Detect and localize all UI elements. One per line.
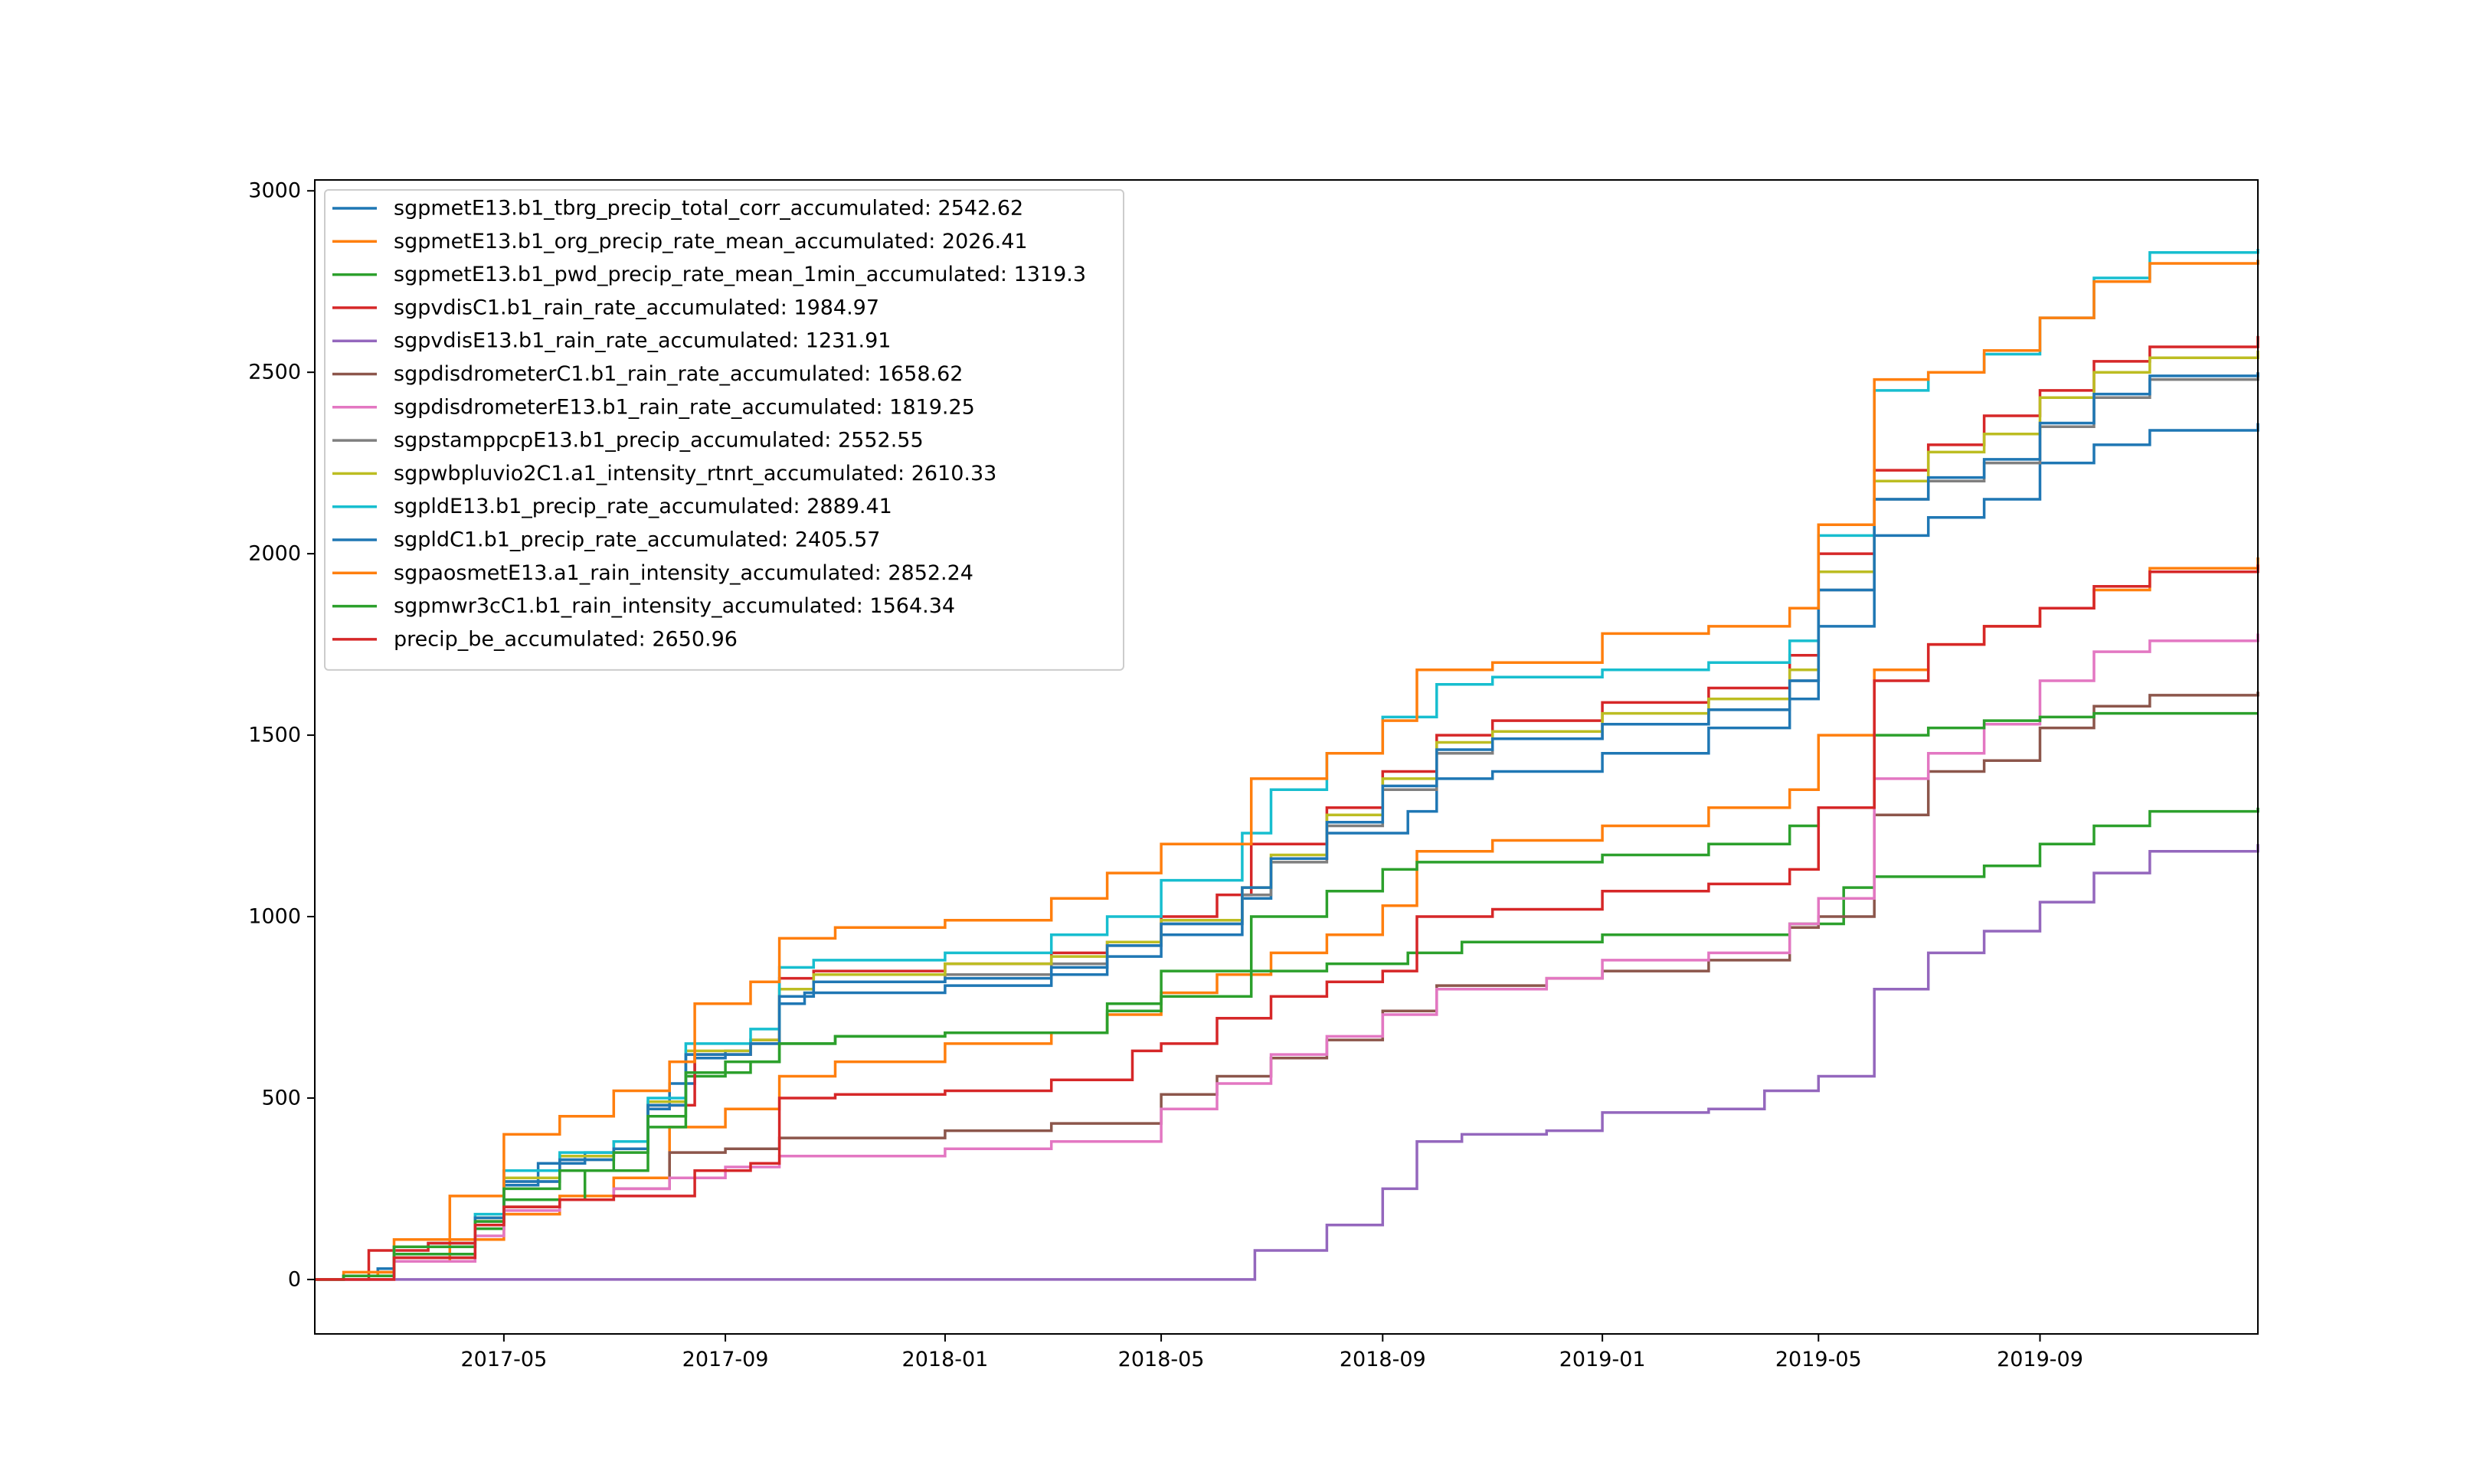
legend-label: sgpmwr3cC1.b1_rain_intensity_accumulated… xyxy=(394,594,955,618)
y-tick-label: 3000 xyxy=(248,179,301,203)
legend-label: precip_be_accumulated: 2650.96 xyxy=(394,627,738,651)
legend: sgpmetE13.b1_tbrg_precip_total_corr_accu… xyxy=(324,189,1124,671)
legend-label: sgpldE13.b1_precip_rate_accumulated: 288… xyxy=(394,495,892,518)
legend-label: sgpvdisC1.b1_rain_rate_accumulated: 1984… xyxy=(394,296,879,319)
series-line-5 xyxy=(315,844,2259,1281)
series-line-10 xyxy=(315,249,2259,1281)
series-layer xyxy=(315,249,2259,1281)
x-tick-label: 2017-09 xyxy=(682,1348,769,1371)
x-tick-label: 2019-05 xyxy=(1775,1348,1862,1371)
legend-box xyxy=(324,189,1124,671)
y-tick-label: 500 xyxy=(261,1086,301,1110)
series-line-14 xyxy=(315,564,2259,1281)
y-axis: 0 500 1000 1500 2000 2500 3000 xyxy=(248,179,315,1291)
x-tick-label: 2018-05 xyxy=(1118,1348,1205,1371)
y-tick-label: 2500 xyxy=(248,361,301,384)
y-tick-label: 0 xyxy=(288,1267,301,1291)
x-tick-label: 2017-05 xyxy=(460,1348,547,1371)
series-line-11 xyxy=(315,372,2259,1281)
legend-label: sgpmetE13.b1_org_precip_rate_mean_accumu… xyxy=(394,230,1028,253)
legend-label: sgpdisdrometerC1.b1_rain_rate_accumulate… xyxy=(394,362,963,386)
legend-label: sgpmetE13.b1_pwd_precip_rate_mean_1min_a… xyxy=(394,263,1086,286)
x-tick-label: 2018-09 xyxy=(1340,1348,1426,1371)
x-tick-label: 2019-01 xyxy=(1559,1348,1646,1371)
x-tick-label: 2018-01 xyxy=(902,1348,989,1371)
series-line-12 xyxy=(315,260,2259,1281)
legend-label: sgpwbpluvio2C1.a1_intensity_rtnrt_accumu… xyxy=(394,462,996,485)
legend-label: sgpdisdrometerE13.b1_rain_rate_accumulat… xyxy=(394,395,975,419)
x-tick-label: 2019-09 xyxy=(1997,1348,2083,1371)
legend-label: sgpmetE13.b1_tbrg_precip_total_corr_accu… xyxy=(394,197,1023,221)
plot-frame xyxy=(314,179,2259,1335)
y-tick-label: 2000 xyxy=(248,542,301,566)
x-axis: 2017-05 2017-09 2018-01 2018-05 2018-09 2019-… xyxy=(460,1334,2083,1371)
y-tick-label: 1000 xyxy=(248,905,301,929)
legend-label: sgpvdisE13.b1_rain_rate_accumulated: 123… xyxy=(394,329,891,353)
y-tick-label: 1500 xyxy=(248,724,301,747)
legend-label: sgpldC1.b1_precip_rate_accumulated: 2405… xyxy=(394,528,880,552)
legend-label: sgpaosmetE13.a1_rain_intensity_accumulat… xyxy=(394,561,973,585)
legend-label: sgpstamppcpE13.b1_precip_accumulated: 25… xyxy=(394,429,924,453)
